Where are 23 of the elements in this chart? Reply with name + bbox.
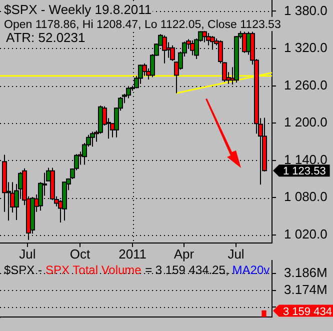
candlestick <box>138 64 143 84</box>
y-tick-label: 3.186M <box>284 264 328 280</box>
y-tick-label: 1 380.0 <box>284 2 328 18</box>
text: SPX Total Volume <box>46 263 142 277</box>
x-tick-label: Oct <box>70 246 90 262</box>
x-tick-label: Apr <box>174 246 195 262</box>
x-tick-label: Jul <box>19 246 36 262</box>
legend-label: MA20v <box>232 263 270 277</box>
x-tick-label: Jul <box>228 246 244 262</box>
y-tick-label: 1 140.0 <box>284 152 328 167</box>
x-tick-label: 2011 <box>118 246 147 262</box>
y-tick-label: 1 260.0 <box>284 77 328 92</box>
annotation: 1 123.53 <box>283 166 326 178</box>
chart-title: $SPX - <box>4 263 42 277</box>
chart-title: $SPX - Weekly 19.8.2011 <box>4 2 152 17</box>
y-tick-label: 1 320.0 <box>284 40 328 56</box>
y-tick-label: 1 080.0 <box>284 189 328 204</box>
annotation: 3 159 434 <box>283 306 332 318</box>
text: Open 1178.86, Hi 1208.47, Lo 1122.05, Close 1123.53 <box>4 19 281 31</box>
y-tick-label: 3.174M <box>284 282 328 297</box>
annotation: ATR: 52.0231 <box>6 30 86 45</box>
y-tick-label: 1 020.0 <box>284 226 328 242</box>
y-tick-label: 1 200.0 <box>284 114 328 130</box>
